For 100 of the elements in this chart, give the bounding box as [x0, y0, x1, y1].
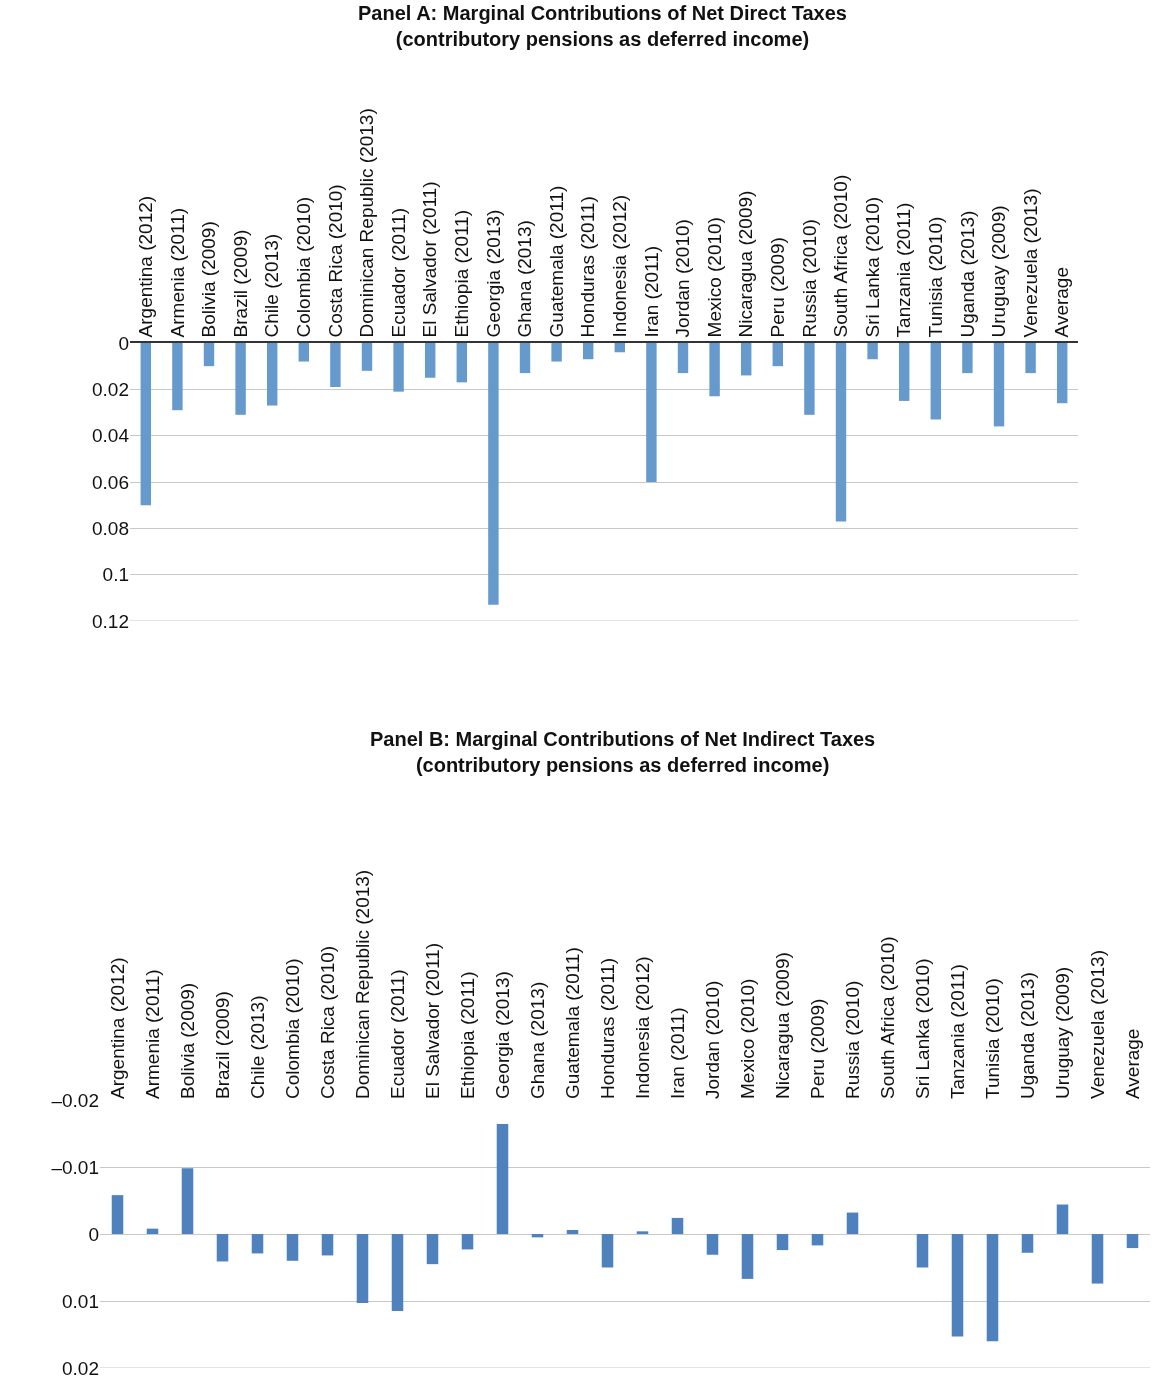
x-tick-label: Dominican Republic (2013)	[351, 869, 373, 1099]
x-tick-label: Tanzania (2011)	[893, 202, 915, 338]
x-tick-label: Sri Lanka (2010)	[861, 196, 883, 338]
x-tick-label: Colombia (2010)	[281, 958, 303, 1099]
bar	[361, 343, 373, 371]
x-tick-label: Brazil (2009)	[229, 229, 251, 338]
x-tick-label: Ghana (2013)	[514, 220, 536, 338]
y-tick-label: 0	[88, 1223, 99, 1245]
x-tick-label: Colombia (2010)	[292, 196, 314, 338]
bar	[1056, 1204, 1069, 1234]
x-tick-label: Venezuela (2013)	[1019, 188, 1041, 338]
x-tick-label: Ecuador (2011)	[387, 207, 409, 338]
bar	[741, 1234, 754, 1279]
x-tick-label: Venezuela (2013)	[1086, 950, 1108, 1099]
x-tick-label: Sri Lanka (2010)	[911, 958, 933, 1099]
x-tick-label: Tunisia (2010)	[924, 216, 946, 338]
bar	[181, 1168, 194, 1234]
bar	[614, 343, 626, 353]
y-tick-label: 0.1	[102, 564, 129, 586]
bar	[1025, 343, 1036, 374]
x-tick-label: Argentina (2012)	[134, 195, 156, 338]
bar	[1126, 1234, 1139, 1249]
bar	[140, 343, 152, 506]
x-tick-label: Georgia (2013)	[491, 971, 513, 1099]
bar	[566, 1229, 579, 1234]
x-tick-label: El Salvador (2011)	[419, 181, 441, 338]
bar	[867, 343, 878, 360]
x-tick-label: Uruguay (2009)	[988, 205, 1010, 338]
bar	[551, 343, 562, 362]
bar	[203, 343, 215, 367]
bar	[916, 1234, 929, 1268]
x-tick-label: Armenia (2011)	[141, 969, 163, 1099]
y-tick-label: 0	[118, 332, 129, 354]
bar	[496, 1124, 509, 1234]
bar	[962, 343, 973, 374]
bar	[1021, 1234, 1034, 1253]
x-tick-label: Mexico (2010)	[703, 217, 725, 338]
x-tick-label: Dominican Republic (2013)	[356, 108, 378, 338]
bar	[391, 1234, 404, 1312]
bar	[677, 343, 689, 374]
x-tick-label: Ethiopia (2011)	[456, 971, 478, 1099]
x-tick-label: Georgia (2013)	[482, 209, 504, 338]
x-tick-label: Uganda (2013)	[956, 210, 978, 338]
x-tick-label: Ecuador (2011)	[386, 969, 408, 1099]
bar	[488, 343, 499, 605]
bar	[709, 343, 720, 397]
x-tick-label: Guatemala (2011)	[561, 947, 583, 1099]
bar	[898, 343, 910, 401]
chart-title: Panel B: Marginal Contributions of Net Indirect Taxes (contributory pensions as deferred income)	[370, 728, 876, 776]
x-tick-label: Chile (2013)	[246, 995, 268, 1099]
bar	[986, 1234, 999, 1342]
y-tick-label: 0.01	[62, 1290, 99, 1312]
y-tick-label: 0.02	[62, 1357, 99, 1379]
bar	[298, 343, 310, 362]
bar	[811, 1234, 824, 1246]
bar	[776, 1234, 789, 1251]
x-tick-label: Average	[1051, 267, 1073, 338]
x-tick-label: Bolivia (2009)	[198, 221, 220, 338]
bar	[111, 1195, 124, 1234]
bar	[646, 343, 657, 482]
y-tick-label: 0.12	[92, 610, 129, 632]
bar	[671, 1217, 684, 1234]
y-tick-label: –0.01	[51, 1156, 99, 1178]
bar	[426, 1234, 439, 1265]
bar	[393, 343, 404, 392]
x-tick-label: Armenia (2011)	[166, 207, 188, 338]
x-tick-label: Nicaragua (2009)	[771, 952, 793, 1099]
x-tick-label: Iran (2011)	[666, 1007, 688, 1099]
x-tick-label: Brazil (2009)	[211, 991, 233, 1099]
bar	[461, 1234, 474, 1250]
x-tick-label: El Salvador (2011)	[421, 943, 443, 1099]
x-tick-label: Costa Rica (2010)	[324, 184, 346, 338]
x-tick-label: Ethiopia (2011)	[450, 210, 472, 338]
x-tick-label: Jordan (2010)	[672, 219, 694, 338]
bar	[172, 343, 183, 411]
y-tick-label: 0.06	[92, 471, 129, 493]
bar	[1091, 1234, 1104, 1284]
bar	[424, 343, 436, 378]
x-tick-label: Russia (2010)	[841, 980, 863, 1099]
x-tick-label: Russia (2010)	[798, 219, 820, 338]
bar	[286, 1234, 299, 1261]
bar	[772, 343, 784, 367]
bar	[835, 343, 847, 522]
x-tick-label: Average	[1121, 1028, 1143, 1099]
bar	[321, 1234, 334, 1256]
bar	[706, 1234, 719, 1255]
x-tick-label: Chile (2013)	[261, 233, 283, 338]
bar	[740, 343, 752, 376]
x-tick-label: Uruguay (2009)	[1051, 966, 1073, 1099]
x-tick-label: Tunisia (2010)	[981, 978, 1003, 1099]
bar	[636, 1231, 649, 1234]
bar	[930, 343, 942, 420]
bar	[846, 1212, 859, 1234]
x-tick-label: Iran (2011)	[640, 245, 662, 338]
x-tick-label: Jordan (2010)	[701, 980, 723, 1099]
x-tick-label: Tanzania (2011)	[946, 964, 968, 1099]
x-tick-label: Ghana (2013)	[526, 981, 548, 1099]
bar	[993, 343, 1005, 427]
x-tick-label: Peru (2009)	[766, 237, 788, 338]
x-tick-label: Uganda (2013)	[1016, 972, 1038, 1099]
